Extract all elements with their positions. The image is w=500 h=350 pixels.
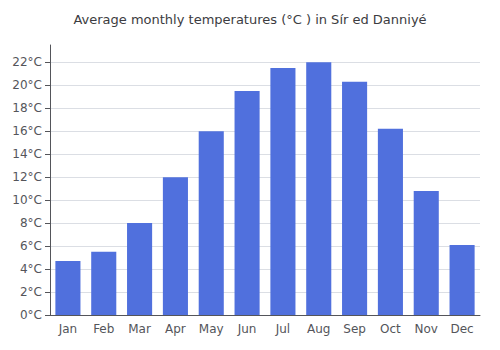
svg-text:6°C: 6°C xyxy=(20,239,42,253)
svg-text:12°C: 12°C xyxy=(12,170,42,184)
svg-text:May: May xyxy=(199,322,224,336)
svg-text:Apr: Apr xyxy=(165,322,186,336)
svg-text:22°C: 22°C xyxy=(12,55,42,69)
svg-text:Average monthly temperatures (: Average monthly temperatures (°C ) in Sí… xyxy=(73,12,426,27)
svg-text:Feb: Feb xyxy=(93,322,114,336)
svg-text:Dec: Dec xyxy=(450,322,473,336)
svg-text:Jul: Jul xyxy=(275,322,290,336)
svg-text:2°C: 2°C xyxy=(20,285,42,299)
svg-text:4°C: 4°C xyxy=(20,262,42,276)
svg-text:20°C: 20°C xyxy=(12,78,42,92)
svg-text:10°C: 10°C xyxy=(12,193,42,207)
svg-text:Nov: Nov xyxy=(415,322,438,336)
svg-text:Oct: Oct xyxy=(380,322,401,336)
svg-text:0°C: 0°C xyxy=(20,308,42,322)
svg-text:Sep: Sep xyxy=(343,322,366,336)
svg-text:Jun: Jun xyxy=(237,322,257,336)
svg-text:Mar: Mar xyxy=(128,322,151,336)
svg-text:Jan: Jan xyxy=(58,322,78,336)
svg-text:8°C: 8°C xyxy=(20,216,42,230)
svg-text:16°C: 16°C xyxy=(12,124,42,138)
svg-text:14°C: 14°C xyxy=(12,147,42,161)
svg-text:18°C: 18°C xyxy=(12,101,42,115)
svg-text:Aug: Aug xyxy=(307,322,330,336)
